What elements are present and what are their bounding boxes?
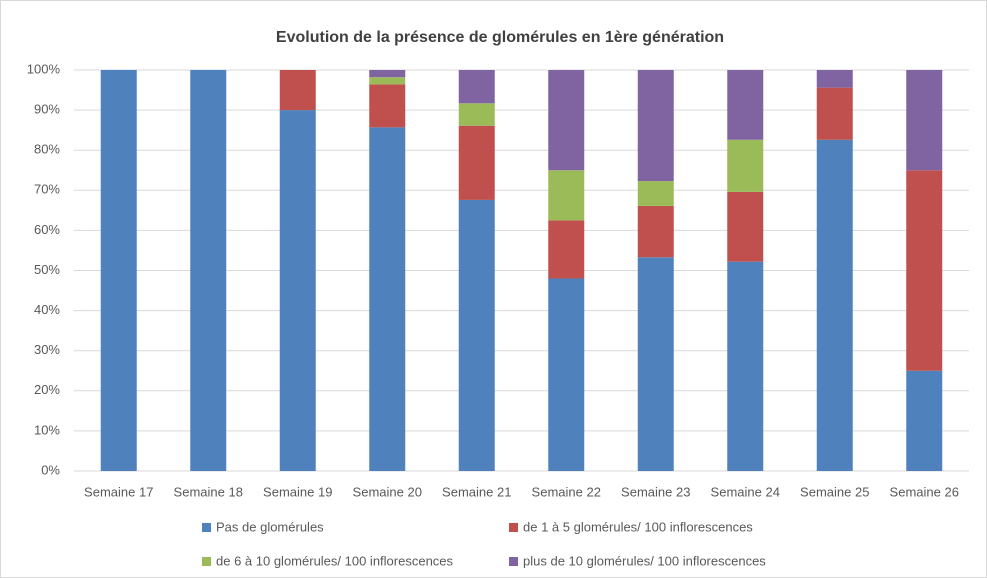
bar-segment bbox=[458, 103, 495, 126]
bar-segment bbox=[548, 278, 585, 471]
bar-segment bbox=[458, 125, 495, 200]
x-tick-label: Semaine 17 bbox=[84, 484, 153, 499]
x-tick-label: Semaine 19 bbox=[263, 484, 332, 499]
y-tick-label: 0% bbox=[41, 462, 60, 477]
x-tick-label: Semaine 25 bbox=[800, 484, 869, 499]
legend-label: Pas de glomérules bbox=[216, 519, 324, 534]
bar-segment bbox=[369, 77, 406, 85]
x-tick-label: Semaine 26 bbox=[890, 484, 959, 499]
bar-segment bbox=[906, 370, 943, 471]
bar-segment bbox=[637, 205, 674, 258]
bar-segment bbox=[548, 170, 585, 221]
bar-segment bbox=[637, 181, 674, 206]
legend-label: plus de 10 glomérules/ 100 inflorescence… bbox=[523, 553, 766, 568]
bar-segment bbox=[727, 191, 764, 262]
y-tick-label: 90% bbox=[34, 102, 60, 117]
bar-segment bbox=[190, 70, 227, 471]
y-tick-label: 40% bbox=[34, 302, 60, 317]
bar-segment bbox=[727, 70, 764, 140]
legend-swatch bbox=[509, 523, 518, 532]
bar-segment bbox=[727, 139, 764, 192]
bar-segment bbox=[816, 70, 853, 88]
bar-segment bbox=[637, 70, 674, 182]
x-tick-label: Semaine 20 bbox=[353, 484, 422, 499]
legend-swatch bbox=[509, 557, 518, 566]
bar-segment bbox=[369, 84, 406, 128]
bar-segment bbox=[548, 70, 585, 171]
y-tick-label: 10% bbox=[34, 422, 60, 437]
bar-segment bbox=[369, 70, 406, 78]
bar-segment bbox=[369, 127, 406, 471]
bar-segment bbox=[279, 110, 316, 471]
legend-label: de 6 à 10 glomérules/ 100 inflorescences bbox=[216, 553, 454, 568]
bar-segment bbox=[727, 261, 764, 471]
y-tick-label: 80% bbox=[34, 142, 60, 157]
legend-label: de 1 à 5 glomérules/ 100 inflorescences bbox=[523, 519, 753, 534]
x-tick-label: Semaine 18 bbox=[174, 484, 243, 499]
bar-segment bbox=[906, 70, 943, 171]
y-tick-label: 100% bbox=[27, 61, 61, 76]
bar-segment bbox=[906, 170, 943, 371]
x-tick-label: Semaine 23 bbox=[621, 484, 690, 499]
y-tick-label: 70% bbox=[34, 182, 60, 197]
bar-segment bbox=[458, 199, 495, 471]
bar-segment bbox=[548, 220, 585, 279]
bar-segment bbox=[816, 139, 853, 472]
chart-title: Evolution de la présence de glomérules e… bbox=[276, 29, 724, 46]
bar-segment bbox=[100, 70, 137, 471]
y-tick-label: 50% bbox=[34, 262, 60, 277]
y-tick-label: 20% bbox=[34, 382, 60, 397]
bar-segment bbox=[279, 70, 316, 111]
y-tick-label: 60% bbox=[34, 222, 60, 237]
x-tick-label: Semaine 22 bbox=[532, 484, 601, 499]
bar-segment bbox=[637, 257, 674, 471]
x-tick-label: Semaine 21 bbox=[442, 484, 511, 499]
bar-segment bbox=[816, 87, 853, 140]
bar-segment bbox=[458, 70, 495, 104]
y-tick-label: 30% bbox=[34, 342, 60, 357]
legend-swatch bbox=[202, 523, 211, 532]
x-tick-label: Semaine 24 bbox=[711, 484, 780, 499]
legend-swatch bbox=[202, 557, 211, 566]
